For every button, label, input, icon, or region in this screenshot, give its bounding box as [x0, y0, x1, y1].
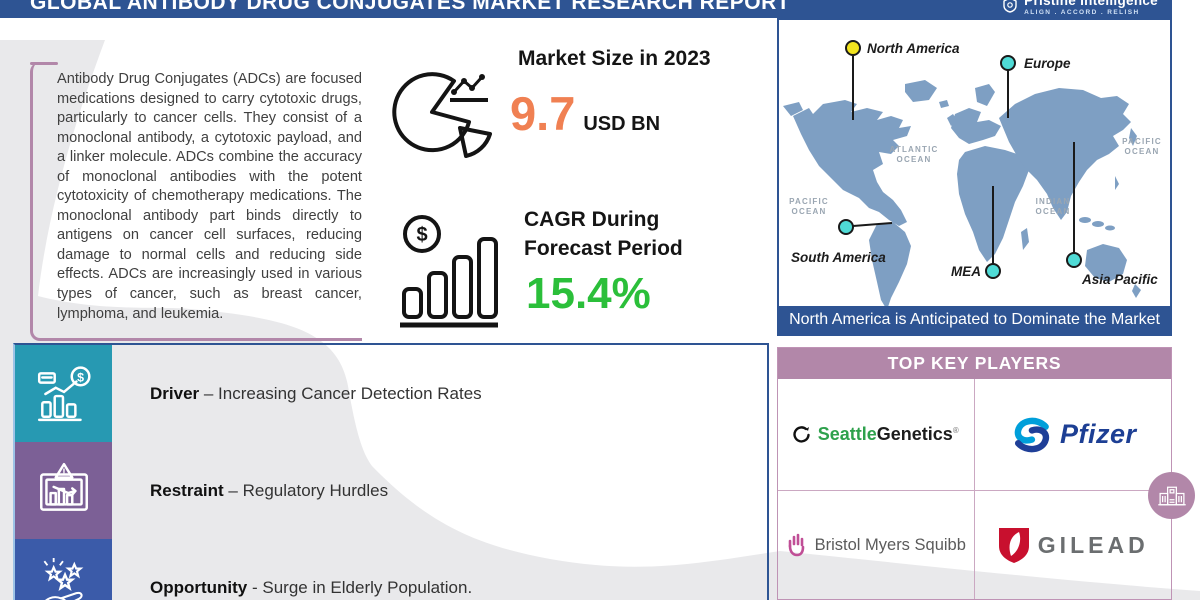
market-size-heading: Market Size in 2023	[518, 47, 711, 70]
cagr-heading: CAGR During Forecast Period	[524, 208, 683, 261]
brand-logo-icon	[1003, 0, 1017, 13]
restraint-warning-icon: !	[39, 462, 88, 511]
company-seattle-genetics: SeattleGenetics®	[778, 379, 975, 491]
world-map: ATLANTIC OCEAN PACIFIC OCEAN PACIFIC OCEAN …	[783, 40, 1162, 308]
swoosh-shape	[0, 40, 1200, 600]
driver-growth-icon: $	[37, 365, 91, 421]
pin-asia-pacific	[1066, 252, 1082, 268]
registered-mark: ®	[952, 426, 959, 435]
bms-hand-icon	[788, 533, 804, 557]
opportunity-text: Opportunity - Surge in Elderly Populatio…	[150, 577, 473, 597]
building-icon	[1148, 472, 1195, 519]
ocean-label-atlantic: ATLANTIC OCEAN	[890, 145, 939, 164]
ocean-label-pacific-right: PACIFIC OCEAN	[1122, 137, 1162, 156]
restraint-icon-box: !	[15, 442, 112, 539]
opportunity-icon-box	[15, 539, 112, 600]
restraint-text: Restraint – Regulatory Hurdles	[150, 480, 389, 500]
market-size-number: 9.7	[510, 87, 576, 140]
dollar-glyph: $	[416, 224, 427, 246]
company-gilead: GILEAD	[975, 491, 1172, 599]
pfizer-icon	[1014, 417, 1050, 452]
key-players-grid: SeattleGenetics® Pfizer Bristol Myers Sq…	[778, 379, 1171, 599]
restraint-row: ! Restraint – Regulatory Hurdles	[15, 442, 767, 539]
description-panel: Antibody Drug Conjugates (ADCs) are focu…	[30, 62, 362, 342]
region-label-north-america: North America	[867, 41, 960, 56]
market-size-unit: USD BN	[583, 113, 661, 135]
key-players-title: TOP KEY PLAYERS	[778, 348, 1171, 379]
pin-europe	[1000, 55, 1016, 71]
key-players-panel: TOP KEY PLAYERS SeattleGenetics® Pfizer	[777, 347, 1195, 600]
ocean-labels: ATLANTIC OCEAN PACIFIC OCEAN PACIFIC OCEAN …	[789, 137, 1162, 216]
region-label-europe: Europe	[1024, 56, 1071, 71]
ocean-label-indian: INDIAN OCEAN	[1036, 197, 1071, 216]
driver-text: Driver – Increasing Cancer Detection Rat…	[150, 383, 482, 403]
market-size-value: 9.7 USD BN	[510, 86, 660, 141]
region-label-south-america: South America	[791, 250, 886, 265]
region-label-asia-pacific: Asia Pacific	[1081, 272, 1158, 287]
market-dynamics-panel: $ Driver – Increasing Cancer Detection R…	[13, 343, 769, 600]
description-text: Antibody Drug Conjugates (ADCs) are focu…	[57, 71, 362, 322]
company-pfizer: Pfizer	[974, 379, 1171, 491]
svg-text:$: $	[77, 370, 84, 384]
region-label-mea: MEA	[951, 264, 981, 279]
driver-icon-box: $	[15, 345, 112, 442]
brand-name: Pristine Intelligence	[1024, 0, 1158, 8]
ocean-label-pacific-left: PACIFIC OCEAN	[789, 197, 829, 216]
pin-north-america	[845, 40, 861, 56]
pin-mea	[985, 263, 1001, 279]
growth-bars-icon: $	[400, 215, 498, 328]
svg-text:!: !	[62, 467, 65, 478]
brand-tagline: ALIGN . ACCORD . RELISH	[1024, 9, 1140, 16]
map-pins	[838, 40, 1082, 279]
map-panel: ATLANTIC OCEAN PACIFIC OCEAN PACIFIC OCEAN …	[777, 18, 1172, 336]
opportunity-row: Opportunity - Surge in Elderly Populatio…	[15, 539, 767, 600]
cagr-value: 15.4%	[526, 269, 651, 318]
driver-row: $ Driver – Increasing Cancer Detection R…	[15, 345, 767, 442]
header-bar: GLOBAL ANTIBODY DRUG CONJUGATES MARKET R…	[0, 0, 1172, 18]
company-bristol-myers-squibb: Bristol Myers Squibb	[778, 491, 975, 599]
brand-logo: Pristine Intelligence ALIGN . ACCORD . R…	[1002, 0, 1158, 16]
seattle-genetics-icon	[793, 425, 810, 443]
opportunity-stars-icon	[43, 557, 83, 600]
report-title: GLOBAL ANTIBODY DRUG CONJUGATES MARKET R…	[30, 0, 791, 14]
gilead-shield-icon	[998, 528, 1029, 563]
pie-chart-icon	[392, 72, 492, 158]
pin-south-america	[838, 219, 854, 235]
region-labels: North America Europe South America MEA A…	[791, 41, 1158, 287]
map-banner: North America is Anticipated to Dominate…	[779, 306, 1170, 334]
